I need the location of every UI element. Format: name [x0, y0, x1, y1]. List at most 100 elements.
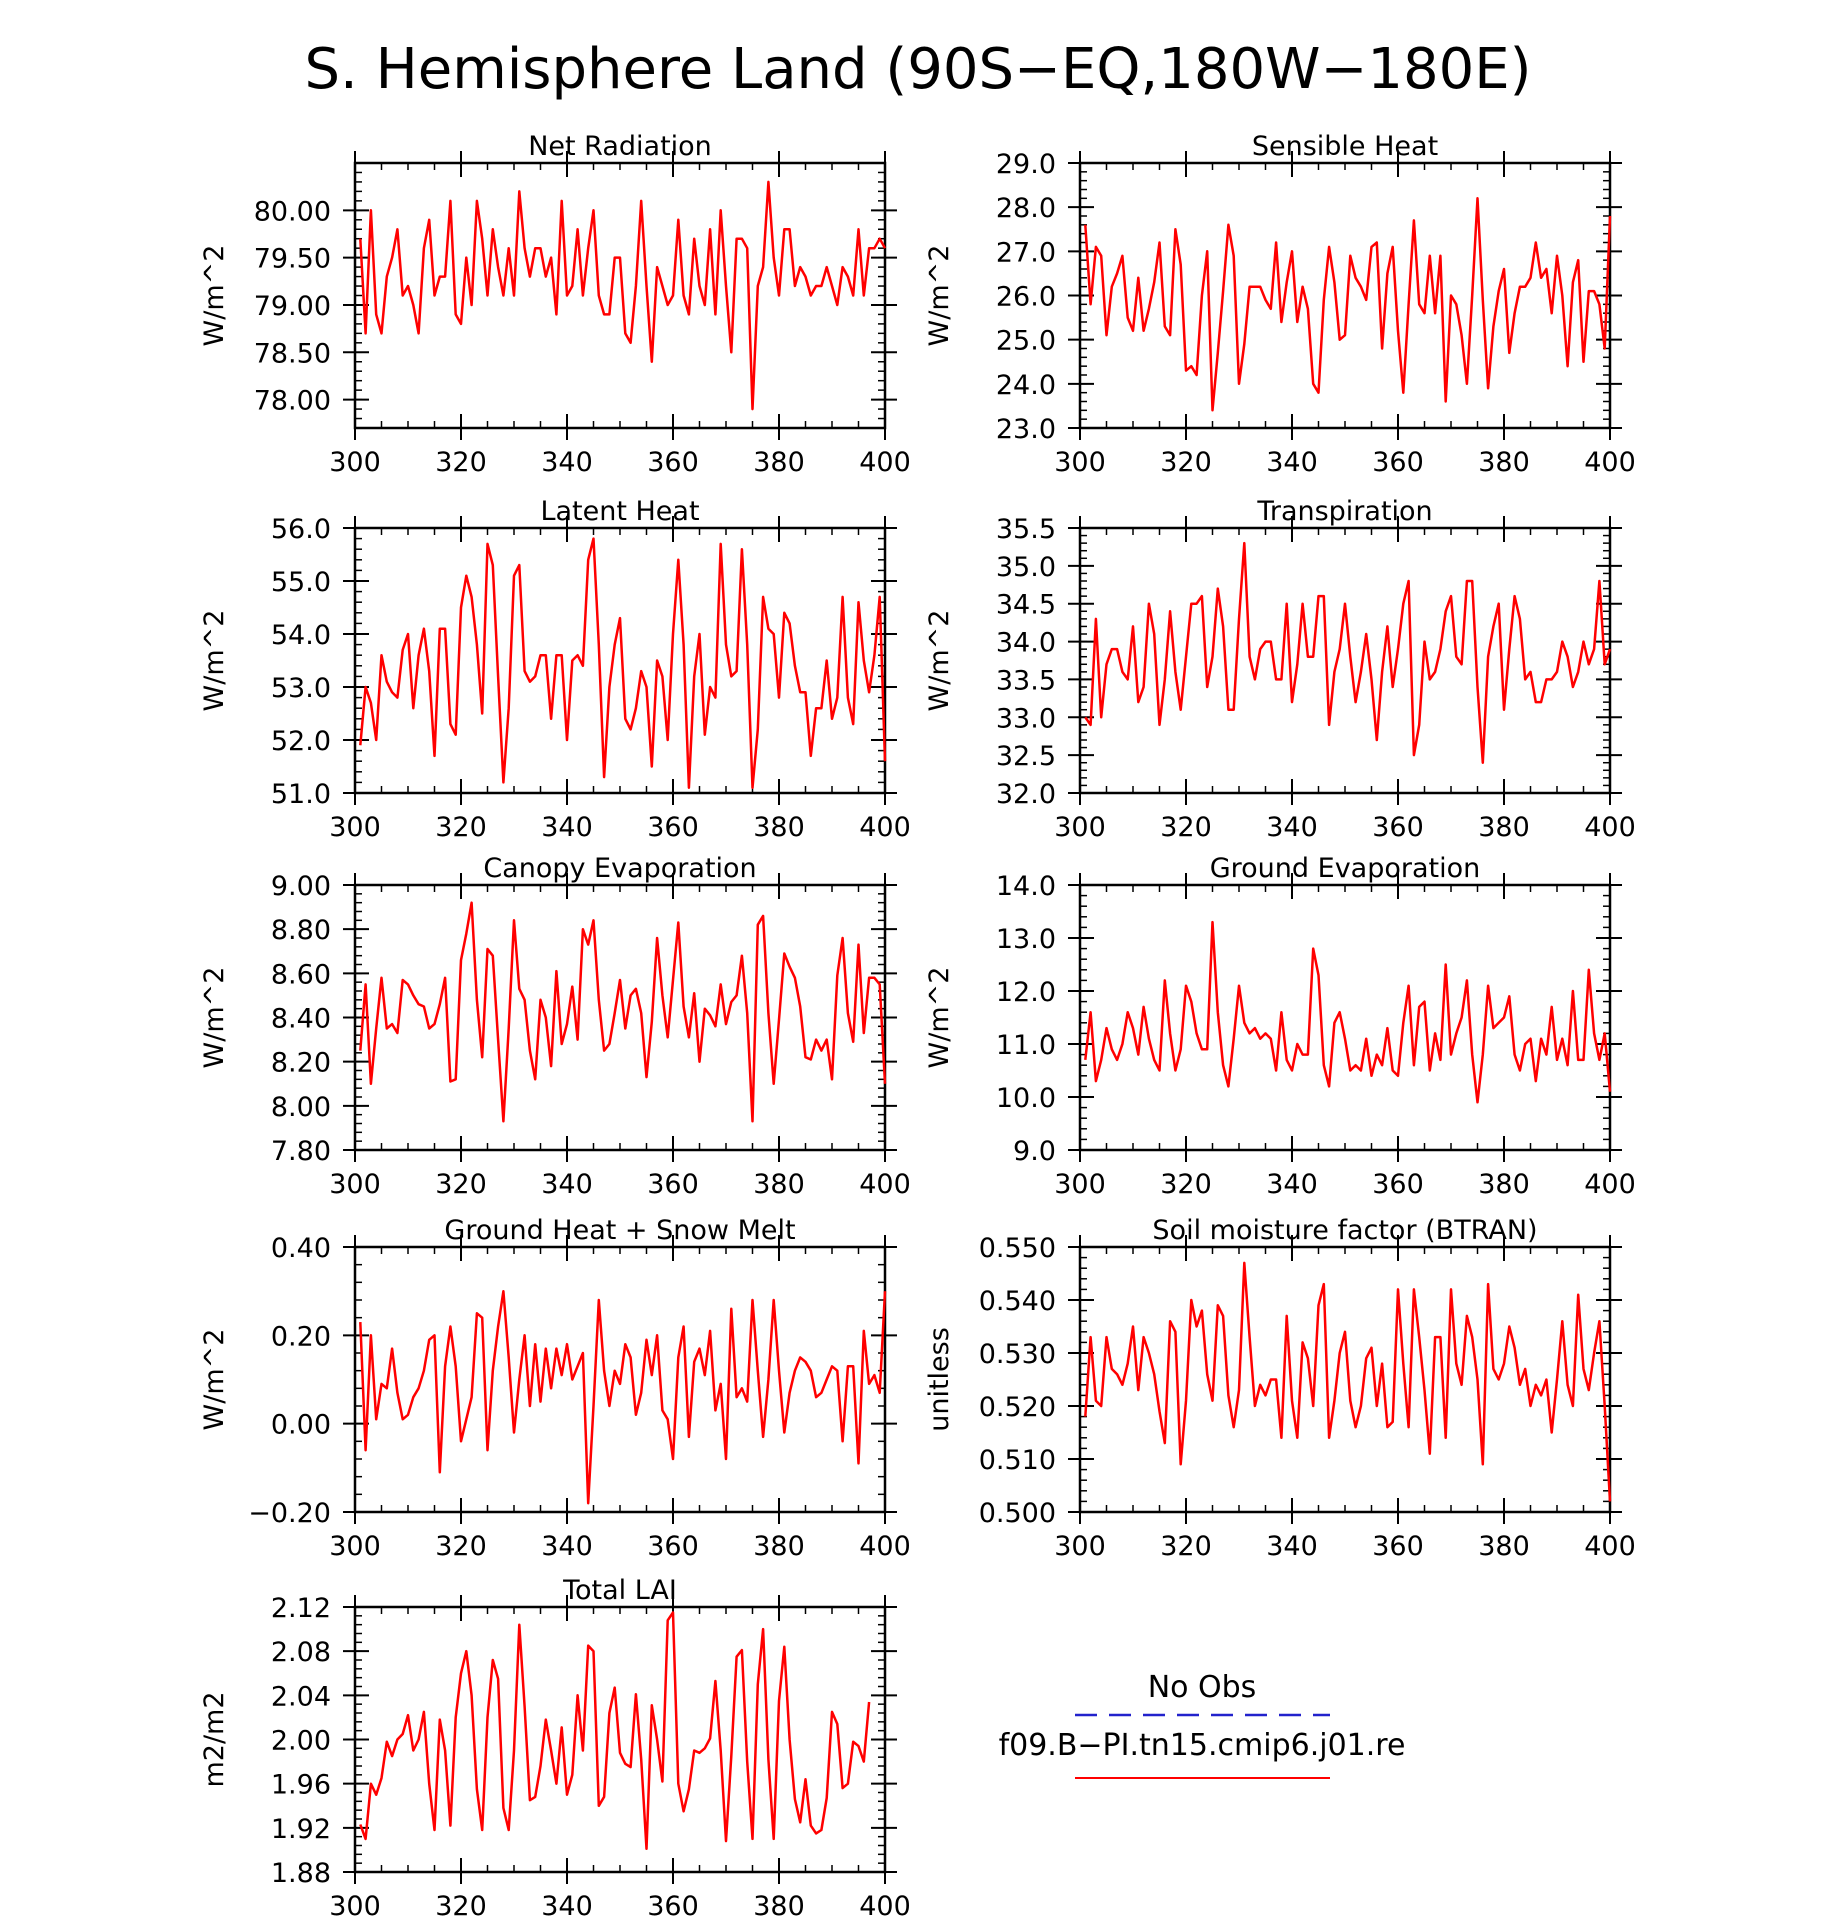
panel-4-xtick-label: 340	[1266, 812, 1318, 843]
panel-5-xtick-label: 320	[435, 1169, 487, 1200]
panel-7-xtick-label: 340	[541, 1531, 593, 1562]
panel-8-ytick-label: 0.530	[979, 1339, 1056, 1370]
panel-3-ytick-label: 56.0	[271, 514, 331, 545]
panel-5-ytick-label: 8.20	[271, 1048, 331, 1079]
panel-8-xtick-label: 400	[1584, 1531, 1636, 1562]
panel-7-ytick-label: 0.00	[271, 1410, 331, 1441]
panel-9: Total LAI m2/m2 300 320 340 360 380 400 1.88 1.92…	[199, 1575, 911, 1922]
panel-1-xtick-label: 300	[329, 447, 381, 478]
panel-3-xtick-label: 320	[435, 812, 487, 843]
panel-1-title: Net Radiation	[528, 131, 712, 162]
panel-2-xtick-label: 400	[1584, 447, 1636, 478]
panel-9-xtick-label: 360	[647, 1891, 699, 1922]
panel-5-xtick-label: 380	[753, 1169, 805, 1200]
panel-8-ytick-label: 0.510	[979, 1445, 1056, 1476]
panel-9-xtick-label: 340	[541, 1891, 593, 1922]
panel-3-xtick-label: 300	[329, 812, 381, 843]
panel-7-ylabel: W/m^2	[199, 1329, 230, 1431]
panel-4-ytick-label: 34.5	[996, 590, 1056, 621]
panel-6-ytick-label: 11.0	[996, 1030, 1056, 1061]
panel-3-title: Latent Heat	[540, 496, 699, 527]
panel-5-ytick-label: 8.40	[271, 1004, 331, 1035]
panel-1-xtick-label: 340	[541, 447, 593, 478]
panel-2-series-line	[1084, 197, 1612, 412]
panel-6-ylabel: W/m^2	[924, 967, 955, 1069]
panel-2-title: Sensible Heat	[1252, 131, 1438, 162]
panel-2-ytick-label: 23.0	[996, 414, 1056, 445]
legend: No Obs f09.B−PI.tn15.cmip6.j01.re	[999, 1670, 1406, 1779]
panel-3-ytick-label: 55.0	[271, 567, 331, 598]
panel-5-ytick-label: 8.60	[271, 959, 331, 990]
panel-8-xtick-label: 340	[1266, 1531, 1318, 1562]
panel-3: Latent Heat W/m^2 300 320 340 360 380 400 51.0 52…	[199, 496, 911, 843]
panel-6-xtick-label: 360	[1372, 1169, 1424, 1200]
panel-9-ylabel: m2/m2	[199, 1691, 230, 1787]
panel-6-ytick-label: 9.0	[1013, 1136, 1056, 1167]
panel-4-title: Transpiration	[1256, 496, 1432, 527]
panel-9-xtick-label: 380	[753, 1891, 805, 1922]
panel-5: Canopy Evaporation W/m^2 300 320 340 360 380 40…	[199, 853, 911, 1200]
panel-1-ytick-label: 78.00	[254, 386, 331, 417]
panel-5-ytick-label: 8.00	[271, 1092, 331, 1123]
panel-4-xtick-label: 320	[1160, 812, 1212, 843]
panel-2-ytick-label: 27.0	[996, 237, 1056, 268]
panel-3-ytick-label: 51.0	[271, 779, 331, 810]
panel-7-xtick-label: 300	[329, 1531, 381, 1562]
panel-6-series-line	[1084, 920, 1612, 1104]
panel-4-series-line	[1084, 541, 1612, 764]
panel-5-ylabel: W/m^2	[199, 967, 230, 1069]
panel-9-xtick-label: 400	[859, 1891, 911, 1922]
panel-5-xtick-label: 400	[859, 1169, 911, 1200]
panel-8-xtick-label: 320	[1160, 1531, 1212, 1562]
legend-model-label: f09.B−PI.tn15.cmip6.j01.re	[999, 1728, 1406, 1763]
panel-4-xtick-label: 360	[1372, 812, 1424, 843]
legend-obs-label: No Obs	[1148, 1670, 1257, 1705]
panel-8-ytick-label: 0.550	[979, 1233, 1056, 1264]
panel-4-ytick-label: 34.0	[996, 628, 1056, 659]
panel-5-ytick-label: 9.00	[271, 871, 331, 902]
panel-3-xtick-label: 340	[541, 812, 593, 843]
panel-8-ylabel: unitless	[924, 1327, 955, 1432]
panel-1-ytick-label: 79.00	[254, 291, 331, 322]
panel-6-ytick-label: 12.0	[996, 977, 1056, 1008]
panel-5-xtick-label: 300	[329, 1169, 381, 1200]
panel-2: Sensible Heat W/m^2 300 320 340 360 380 400 23.0…	[924, 131, 1636, 478]
panel-7-ytick-label: −0.20	[248, 1498, 331, 1529]
panel-7-xtick-label: 380	[753, 1531, 805, 1562]
panel-1-ytick-label: 78.50	[254, 338, 331, 369]
panel-2-xtick-label: 360	[1372, 447, 1424, 478]
panel-1-ytick-label: 80.00	[254, 196, 331, 227]
panel-5-ytick-label: 7.80	[271, 1136, 331, 1167]
panel-8-series-line	[1084, 1261, 1612, 1502]
panel-7-xtick-label: 400	[859, 1531, 911, 1562]
panel-4-ytick-label: 35.0	[996, 552, 1056, 583]
panel-2-ylabel: W/m^2	[924, 245, 955, 347]
panel-4-ytick-label: 32.5	[996, 741, 1056, 772]
panel-9-ytick-label: 2.04	[271, 1681, 331, 1712]
panel-8-title: Soil moisture factor (BTRAN)	[1152, 1215, 1537, 1246]
panel-7-xtick-label: 360	[647, 1531, 699, 1562]
panel-8-ytick-label: 0.500	[979, 1498, 1056, 1529]
panel-9-ytick-label: 1.92	[271, 1814, 331, 1845]
panel-7-series-line	[359, 1289, 887, 1505]
panel-3-xtick-label: 380	[753, 812, 805, 843]
panel-6-xtick-label: 400	[1584, 1169, 1636, 1200]
panel-2-ytick-label: 25.0	[996, 326, 1056, 357]
panel-3-ylabel: W/m^2	[199, 610, 230, 712]
panel-9-ytick-label: 1.88	[271, 1858, 331, 1889]
panel-6-xtick-label: 380	[1478, 1169, 1530, 1200]
panel-9-ytick-label: 2.12	[271, 1593, 331, 1624]
panel-6-ytick-label: 13.0	[996, 924, 1056, 955]
panel-7-ytick-label: 0.20	[271, 1321, 331, 1352]
panel-5-series-line	[359, 901, 887, 1123]
panel-1-xtick-label: 360	[647, 447, 699, 478]
panel-6: Ground Evaporation W/m^2 300 320 340 360 380 40…	[924, 853, 1636, 1200]
panel-2-xtick-label: 320	[1160, 447, 1212, 478]
panel-1-series-line	[359, 180, 887, 411]
panel-9-ytick-label: 2.00	[271, 1726, 331, 1757]
panel-4-ytick-label: 32.0	[996, 779, 1056, 810]
panel-2-ytick-label: 26.0	[996, 282, 1056, 313]
panel-4-xtick-label: 300	[1054, 812, 1106, 843]
panel-3-xtick-label: 400	[859, 812, 911, 843]
panel-9-ytick-label: 1.96	[271, 1770, 331, 1801]
